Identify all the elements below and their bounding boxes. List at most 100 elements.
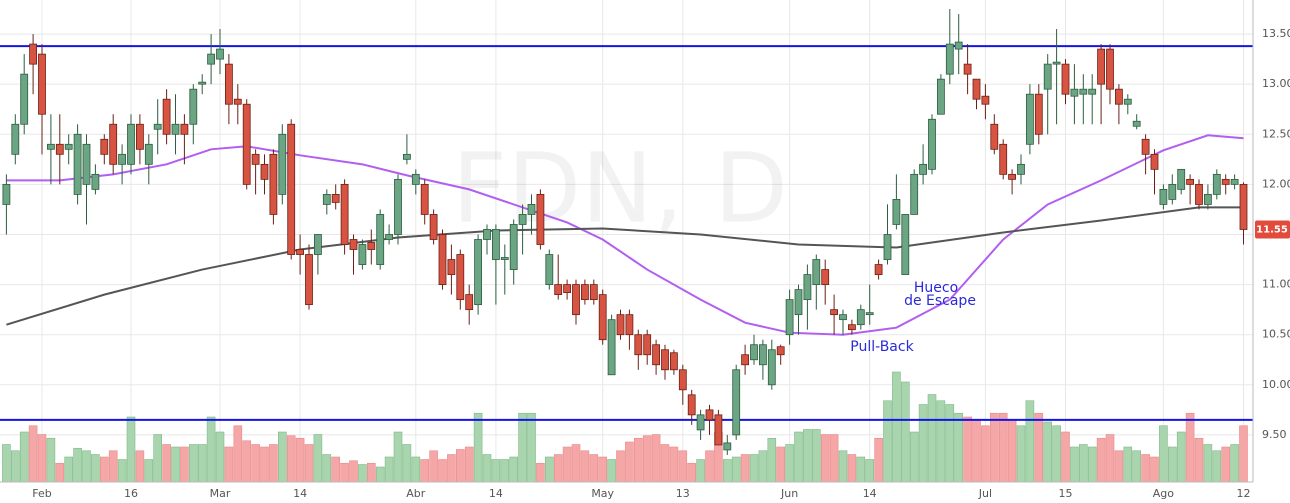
candle-body	[874, 264, 883, 275]
candle-body	[928, 118, 936, 170]
candle-body	[759, 344, 767, 366]
volume-bar	[642, 435, 652, 483]
volume-bar	[518, 412, 527, 483]
volume-bar	[900, 381, 910, 483]
y-tick-label: 9.50	[1262, 428, 1287, 441]
volume-bar	[696, 459, 705, 483]
volume-bar	[651, 434, 661, 483]
volume-bar	[1150, 456, 1159, 483]
candle-body	[1097, 48, 1105, 85]
volume-bar	[1159, 425, 1168, 483]
annotation: Hueco	[914, 280, 958, 296]
candle-body	[447, 259, 456, 275]
volume-bar	[571, 444, 581, 483]
volume-bar	[963, 416, 972, 483]
candle-body	[625, 314, 634, 336]
volume-bar	[1052, 425, 1061, 483]
candle-body	[901, 214, 910, 275]
candle-body	[1052, 61, 1061, 65]
candle-body	[331, 194, 340, 203]
volume-bar	[260, 446, 269, 483]
volume-bar	[553, 454, 563, 483]
candle-body	[892, 199, 901, 225]
volume-bar	[349, 460, 358, 483]
candle-body	[251, 153, 260, 165]
candle-body	[509, 224, 518, 270]
candle-body	[438, 234, 447, 285]
candle-body	[1168, 183, 1177, 200]
volume-bar	[749, 454, 759, 483]
volume-bar	[144, 459, 154, 483]
volume-bar	[331, 456, 341, 483]
candle-body	[990, 123, 999, 150]
candle-body	[1221, 178, 1230, 185]
candle-body	[278, 133, 287, 195]
candle-body	[287, 123, 296, 255]
candle-body	[349, 239, 358, 250]
volume-bar	[1221, 446, 1230, 483]
annotation: Pull-Back	[850, 339, 914, 355]
volume-bar	[473, 412, 483, 483]
candle-body	[233, 98, 242, 105]
volume-bar	[758, 450, 768, 483]
candle-body	[216, 48, 224, 60]
candle-body	[1034, 93, 1043, 135]
x-tick-label: 15	[1059, 487, 1073, 500]
volume-bar	[500, 459, 510, 483]
volume-bar	[954, 412, 964, 483]
x-tick-label: Abr	[406, 487, 426, 500]
volume-bar	[1176, 431, 1186, 483]
candle-body	[367, 242, 376, 250]
candle-body	[776, 346, 785, 356]
volume-bar	[945, 404, 955, 483]
volume-bar	[785, 444, 794, 483]
candle-body	[491, 229, 500, 260]
candle-body	[705, 409, 714, 421]
volume-bar	[295, 437, 305, 483]
volume-bar	[1043, 421, 1052, 483]
candle-body	[678, 369, 687, 391]
volume-bar	[892, 371, 901, 483]
volume-bar	[447, 454, 456, 483]
candle-body	[848, 324, 856, 331]
volume-bar	[340, 462, 349, 483]
candle-body	[269, 153, 278, 215]
volume-bar	[1141, 454, 1150, 483]
volume-bar	[776, 446, 786, 483]
volume-bar	[1203, 444, 1213, 483]
candle-body	[536, 194, 545, 245]
y-tick-label: 11.00	[1262, 278, 1290, 291]
y-tick-label: 13.00	[1262, 77, 1290, 90]
volume-bar	[171, 446, 180, 483]
volume-bar	[438, 459, 447, 483]
volume-bar	[304, 444, 314, 483]
candle-body	[153, 123, 162, 130]
candle-body	[242, 103, 251, 185]
candle-body	[29, 43, 38, 65]
candle-body	[1239, 183, 1248, 230]
volume-bar	[180, 446, 189, 483]
volume-bar	[767, 437, 777, 483]
volume-bar	[660, 444, 670, 483]
candle-body	[260, 163, 269, 180]
volume-bar	[1034, 412, 1044, 483]
candle-body	[696, 414, 705, 431]
volume-bar	[108, 450, 118, 483]
candle-body	[643, 334, 652, 356]
volume-bar	[135, 450, 145, 483]
y-tick-label: 12.50	[1262, 127, 1290, 140]
candle-body	[794, 289, 803, 316]
candle-body	[554, 284, 563, 296]
volume-bar	[811, 429, 821, 483]
volume-bar	[366, 462, 376, 483]
volume-bar	[11, 450, 20, 483]
volume-bar	[820, 434, 830, 483]
volume-bar	[411, 456, 421, 483]
candle-body	[589, 284, 598, 301]
volume-bar	[1132, 450, 1141, 483]
candle-body	[313, 234, 322, 255]
volume-bar	[803, 429, 812, 483]
candle-body	[865, 312, 874, 316]
volume-bar	[197, 444, 207, 483]
candle-body	[135, 123, 144, 150]
